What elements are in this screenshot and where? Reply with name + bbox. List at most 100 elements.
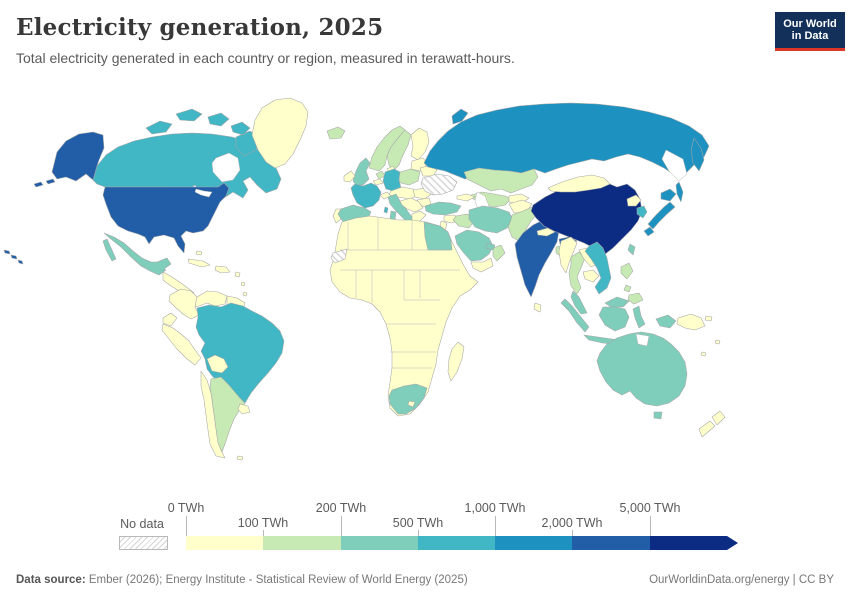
region-caribbean-islands[interactable] xyxy=(234,271,248,297)
country-madagascar[interactable] xyxy=(447,341,465,382)
legend-tick xyxy=(572,530,573,536)
country-united-kingdom[interactable] xyxy=(352,157,371,186)
country-turkey[interactable] xyxy=(424,201,462,216)
country-new-zealand[interactable] xyxy=(698,410,726,438)
hawaii-islands[interactable] xyxy=(3,249,24,265)
country-thailand[interactable] xyxy=(568,251,586,295)
legend-tick-label: 100 TWh xyxy=(237,516,289,530)
country-sri-lanka[interactable] xyxy=(533,302,542,313)
legend-bin-500-1000[interactable] xyxy=(417,536,496,550)
region-balkans[interactable] xyxy=(399,197,424,213)
country-ireland[interactable] xyxy=(343,170,356,183)
country-canada-arctic[interactable] xyxy=(145,108,261,157)
legend: 0 TWh 100 TWh 200 TWh 500 TWh 1,000 TWh 2,000… xyxy=(168,500,746,552)
legend-tick-label: 1,000 TWh xyxy=(464,501,526,515)
legend-tick xyxy=(263,530,264,536)
legend-tick xyxy=(341,516,342,536)
country-argentina[interactable] xyxy=(209,376,246,453)
country-kazakhstan[interactable] xyxy=(463,167,539,194)
country-australia[interactable] xyxy=(596,331,688,407)
country-pakistan[interactable] xyxy=(507,206,539,242)
country-france[interactable] xyxy=(350,182,382,209)
country-south-korea[interactable] xyxy=(636,205,648,219)
footer-data-source: Data source: Ember (2026); Energy Instit… xyxy=(16,574,468,586)
country-taiwan[interactable] xyxy=(627,243,636,256)
country-mexico[interactable] xyxy=(102,232,172,276)
legend-tick-label: 5,000 TWh xyxy=(619,501,681,515)
legend-arrow-cap xyxy=(727,536,738,550)
country-portugal[interactable] xyxy=(332,208,342,224)
country-lesotho[interactable] xyxy=(407,400,416,408)
legend-bin-2000-5000[interactable] xyxy=(572,536,650,550)
owid-logo-line1: Our World xyxy=(783,18,837,30)
legend-tick xyxy=(418,530,419,536)
falkland-islands[interactable] xyxy=(236,455,244,461)
legend-bin-0-100[interactable] xyxy=(186,536,264,550)
country-belgium[interactable] xyxy=(372,178,384,186)
gulf-of-carpentaria xyxy=(635,333,650,347)
chart-subtitle: Total electricity generated in each coun… xyxy=(16,50,515,66)
legend-bin-200-500[interactable] xyxy=(340,536,418,550)
legend-color-bar[interactable] xyxy=(186,536,727,550)
country-bolivia[interactable] xyxy=(206,354,229,374)
legend-bin-100-200[interactable] xyxy=(263,536,341,550)
country-venezuela[interactable] xyxy=(194,290,228,308)
country-philippines[interactable] xyxy=(620,262,644,305)
country-japan[interactable] xyxy=(643,188,677,237)
country-sweden[interactable] xyxy=(386,129,412,172)
country-greenland[interactable] xyxy=(251,97,309,169)
country-finland[interactable] xyxy=(410,127,430,161)
country-ukraine[interactable] xyxy=(420,173,458,196)
footer-link[interactable]: OurWorldinData.org/energy | CC BY xyxy=(649,574,834,586)
country-peru[interactable] xyxy=(161,323,202,366)
legend-bin-5000-plus[interactable] xyxy=(649,536,727,550)
region-central-asia[interactable] xyxy=(467,191,512,208)
country-colombia[interactable] xyxy=(168,288,200,320)
great-lakes xyxy=(194,188,213,198)
country-saudi-arabia[interactable] xyxy=(454,229,494,262)
country-alaska[interactable] xyxy=(51,131,105,182)
country-ecuador[interactable] xyxy=(162,312,178,327)
island-hispaniola[interactable] xyxy=(214,265,231,274)
legend-tick-label: 200 TWh xyxy=(315,501,367,515)
region-pacific-islands[interactable] xyxy=(700,339,721,357)
country-cuba[interactable] xyxy=(187,258,211,268)
owid-logo[interactable]: Our World in Data xyxy=(775,12,845,51)
country-uruguay[interactable] xyxy=(237,403,251,415)
country-nepal[interactable] xyxy=(536,227,556,237)
aleutian-islands[interactable] xyxy=(33,178,56,188)
legend-bin-1000-2000[interactable] xyxy=(495,536,573,550)
country-usa[interactable] xyxy=(102,182,230,254)
country-poland[interactable] xyxy=(398,168,421,186)
russia-kamchatka[interactable] xyxy=(451,108,705,203)
island-tasmania[interactable] xyxy=(653,411,663,420)
country-oman[interactable] xyxy=(492,244,506,262)
country-western-sahara[interactable] xyxy=(330,248,348,264)
legend-no-data-swatch[interactable] xyxy=(119,536,168,550)
region-caucasus[interactable] xyxy=(456,193,476,202)
owid-logo-line2: in Data xyxy=(791,30,829,42)
country-mongolia[interactable] xyxy=(547,174,611,193)
country-south-africa[interactable] xyxy=(388,383,428,415)
country-yemen[interactable] xyxy=(470,257,494,273)
legend-no-data-label: No data xyxy=(120,517,164,531)
country-papua-new-guinea[interactable] xyxy=(676,313,713,331)
country-myanmar[interactable] xyxy=(558,236,578,274)
country-north-korea[interactable] xyxy=(626,194,642,207)
island-corsica[interactable] xyxy=(383,206,389,214)
country-egypt[interactable] xyxy=(423,221,453,251)
country-brazil[interactable] xyxy=(195,302,285,412)
country-uae[interactable] xyxy=(485,242,496,251)
country-iran[interactable] xyxy=(468,205,514,234)
country-malaysia[interactable] xyxy=(570,290,630,315)
page-title: Electricity generation, 2025 xyxy=(16,14,384,41)
country-germany[interactable] xyxy=(382,168,402,192)
country-cambodia[interactable] xyxy=(582,269,600,283)
country-iceland[interactable] xyxy=(326,126,346,140)
country-vietnam[interactable] xyxy=(584,241,612,295)
legend-tick-label: 500 TWh xyxy=(392,516,444,530)
data-source-label: Data source: xyxy=(16,574,86,586)
country-bahamas[interactable] xyxy=(195,250,203,256)
